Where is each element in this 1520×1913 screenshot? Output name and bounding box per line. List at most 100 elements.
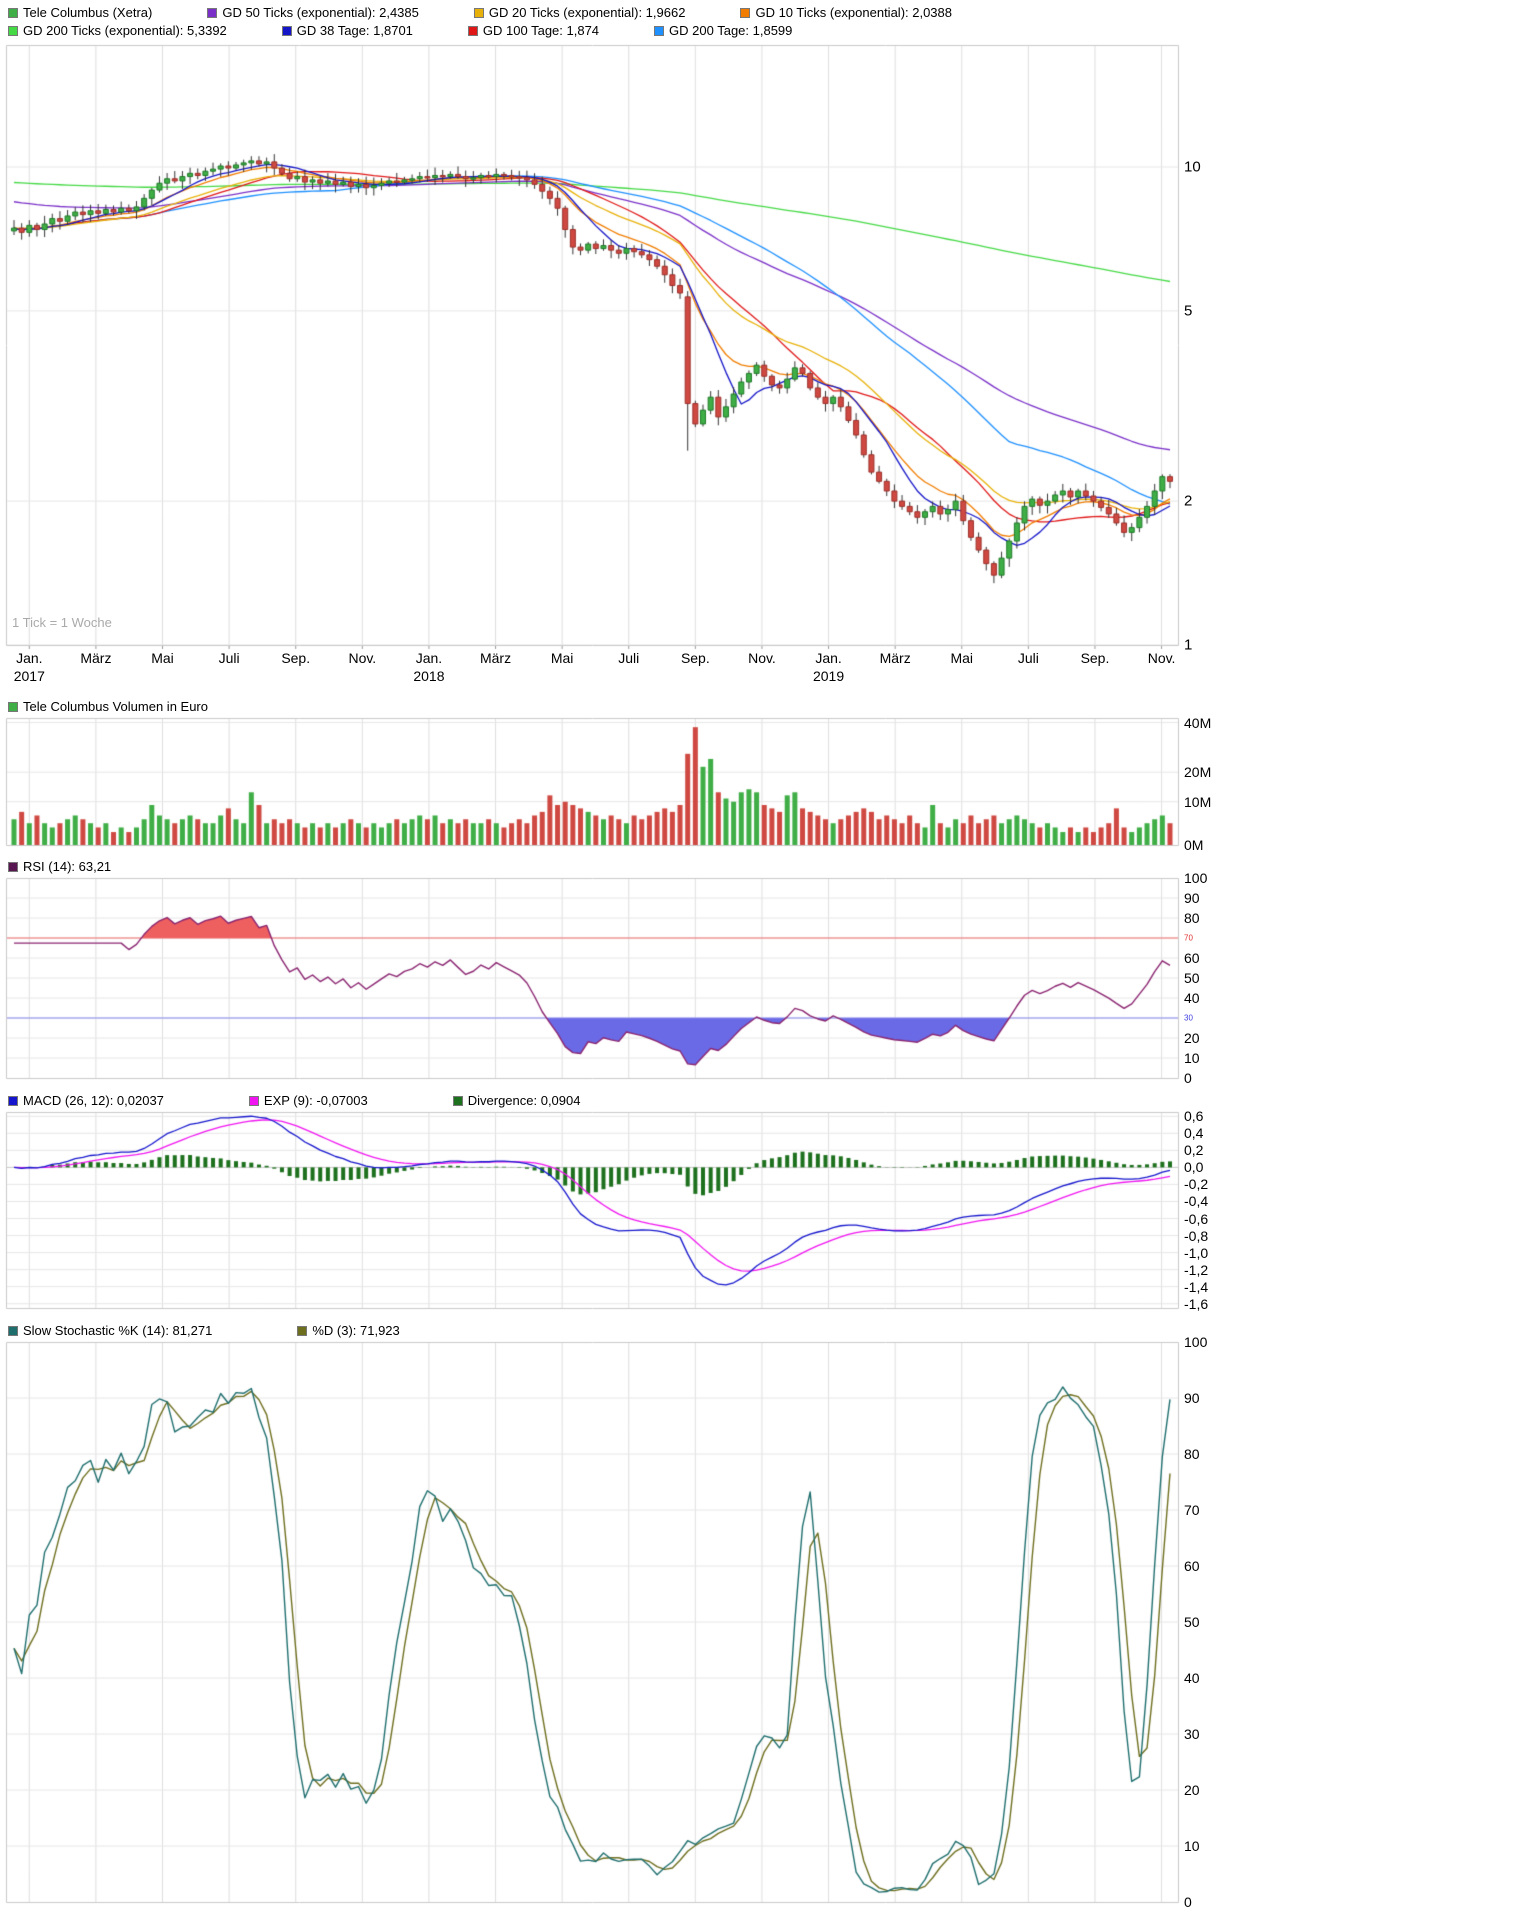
macd-axis-label: 0,6: [1184, 1108, 1204, 1125]
legend-color-swatch-icon: [8, 25, 18, 36]
legend-item: EXP (9): -0,07003: [248, 1093, 368, 1108]
rsi-axis-label: 10: [1184, 1050, 1200, 1066]
macd-legend: MACD (26, 12): 0,02037 EXP (9): -0,07003 D…: [8, 1093, 580, 1108]
x-axis-year-label: 2018: [413, 668, 445, 684]
tick-interval-note: 1 Tick = 1 Woche: [12, 615, 112, 630]
volume-axis-label: 0M: [1184, 837, 1204, 853]
legend-color-swatch-icon: [473, 7, 484, 18]
rsi-axis-label: 60: [1184, 950, 1200, 966]
volume-axis-label: 40M: [1184, 714, 1212, 731]
stochastic-axis-label: 100: [1184, 1334, 1208, 1350]
x-axis-month-label: Nov.: [1147, 650, 1176, 666]
x-axis-month-label: März: [479, 650, 512, 666]
rsi-axis-label: 90: [1184, 890, 1200, 906]
legend-label: %D (3): 71,923: [312, 1323, 400, 1338]
rsi-axis-label: 80: [1184, 910, 1200, 926]
legend-color-swatch-icon: [281, 25, 292, 36]
legend-item: GD 100 Tage: 1,874: [467, 23, 600, 38]
legend-color-swatch-icon: [8, 1325, 18, 1336]
legend-item: Tele Columbus (Xetra): [8, 5, 152, 20]
legend-label: MACD (26, 12): 0,02037: [23, 1093, 164, 1108]
x-axis-month-label: Juli: [1017, 650, 1039, 666]
stochastic-axis-label: 70: [1184, 1502, 1200, 1518]
legend-label: GD 38 Tage: 1,8701: [296, 23, 413, 38]
legend-color-swatch-icon: [467, 25, 478, 36]
x-axis-month-label: Sep.: [281, 650, 311, 666]
stochastic-axis-label: 30: [1184, 1726, 1200, 1742]
macd-axis-label: -0,4: [1184, 1193, 1209, 1210]
macd-axis-label: -0,8: [1184, 1227, 1209, 1244]
legend-item: Divergence: 0,0904: [452, 1093, 581, 1108]
x-axis-month-label: Jan.: [16, 650, 43, 666]
legend-item: Slow Stochastic %K (14): 81,271: [8, 1323, 212, 1338]
rsi-axis-label: 0: [1184, 1070, 1192, 1086]
x-axis-month-label: Mai: [950, 650, 974, 666]
macd-axis-label: -1,0: [1184, 1244, 1209, 1261]
legend-color-swatch-icon: [8, 701, 18, 712]
legend-label: GD 20 Ticks (exponential): 1,9662: [488, 5, 686, 20]
legend-label: Tele Columbus Volumen in Euro: [23, 699, 208, 714]
legend-label: GD 50 Ticks (exponential): 2,4385: [222, 5, 419, 20]
price-axis-label: 2: [1184, 492, 1193, 510]
x-axis-month-label: Mai: [151, 650, 174, 666]
x-axis-month-label: Jan.: [815, 650, 842, 666]
legend-color-swatch-icon: [207, 7, 218, 18]
stochastic-axis-label: 10: [1184, 1838, 1200, 1854]
stochastic-axis-label: 40: [1184, 1670, 1200, 1686]
x-axis-month-label: Juli: [618, 650, 640, 666]
price-axis-label: 10: [1184, 158, 1201, 176]
legend-item: Tele Columbus Volumen in Euro: [8, 699, 208, 714]
macd-axis-label: -1,2: [1184, 1261, 1209, 1278]
legend-color-swatch-icon: [8, 7, 18, 18]
rsi-legend: RSI (14): 63,21: [8, 859, 111, 874]
macd-axis-label: -1,4: [1184, 1278, 1209, 1295]
legend-label: GD 200 Ticks (exponential): 5,3392: [23, 23, 227, 38]
legend-item: GD 10 Ticks (exponential): 2,0388: [740, 5, 952, 20]
rsi-oversold-label: 30: [1184, 1013, 1193, 1023]
legend-label: RSI (14): 63,21: [23, 859, 112, 874]
legend-item: GD 50 Ticks (exponential): 2,4385: [207, 5, 419, 20]
x-axis-month-label: Sep.: [1080, 650, 1110, 666]
stochastic-axis-label: 90: [1184, 1390, 1200, 1406]
legend-label: GD 10 Ticks (exponential): 2,0388: [755, 5, 953, 20]
stochastic-axis-label: 50: [1184, 1614, 1200, 1630]
x-axis-month-label: Juli: [218, 650, 240, 666]
macd-axis-label: -0,2: [1184, 1176, 1209, 1193]
macd-axis-label: 0,0: [1184, 1159, 1204, 1176]
volume-axis-label: 10M: [1184, 793, 1212, 810]
legend-color-swatch-icon: [8, 861, 18, 872]
legend-color-swatch-icon: [654, 25, 665, 36]
rsi-overbought-label: 70: [1184, 933, 1193, 943]
volume-legend: Tele Columbus Volumen in Euro: [8, 699, 208, 714]
price-legend-row-2: GD 200 Ticks (exponential): 5,3392 GD 38 …: [8, 23, 792, 38]
legend-item: GD 38 Tage: 1,8701: [281, 23, 413, 38]
stochastic-axis-label: 80: [1184, 1446, 1200, 1462]
x-axis-month-label: Nov.: [348, 650, 377, 666]
rsi-axis-label: 100: [1184, 870, 1208, 886]
legend-item: GD 200 Tage: 1,8599: [654, 23, 792, 38]
stochastic-axis-label: 20: [1184, 1782, 1200, 1798]
legend-item: MACD (26, 12): 0,02037: [8, 1093, 164, 1108]
stochastic-axis-label: 0: [1184, 1894, 1192, 1910]
legend-label: GD 200 Tage: 1,8599: [669, 23, 793, 38]
legend-label: Divergence: 0,0904: [467, 1093, 581, 1108]
x-axis-month-label: März: [80, 650, 112, 666]
legend-item: %D (3): 71,923: [297, 1323, 400, 1338]
stochastic-axis-label: 60: [1184, 1558, 1200, 1574]
macd-axis-label: 0,2: [1184, 1142, 1204, 1159]
x-axis-month-label: Mai: [550, 650, 574, 666]
legend-label: GD 100 Tage: 1,874: [482, 23, 600, 38]
rsi-axis-label: 40: [1184, 990, 1200, 1006]
x-axis-month-label: Jan.: [415, 650, 443, 666]
price-legend-row-1: Tele Columbus (Xetra) GD 50 Ticks (expone…: [8, 5, 952, 20]
price-axis-label: 5: [1184, 302, 1193, 320]
legend-color-swatch-icon: [452, 1095, 463, 1106]
legend-color-swatch-icon: [248, 1095, 259, 1106]
legend-color-swatch-icon: [740, 7, 751, 18]
legend-item: RSI (14): 63,21: [8, 859, 111, 874]
legend-label: Slow Stochastic %K (14): 81,271: [23, 1323, 213, 1338]
x-axis-month-label: Sep.: [680, 650, 710, 666]
legend-item: GD 200 Ticks (exponential): 5,3392: [8, 23, 227, 38]
